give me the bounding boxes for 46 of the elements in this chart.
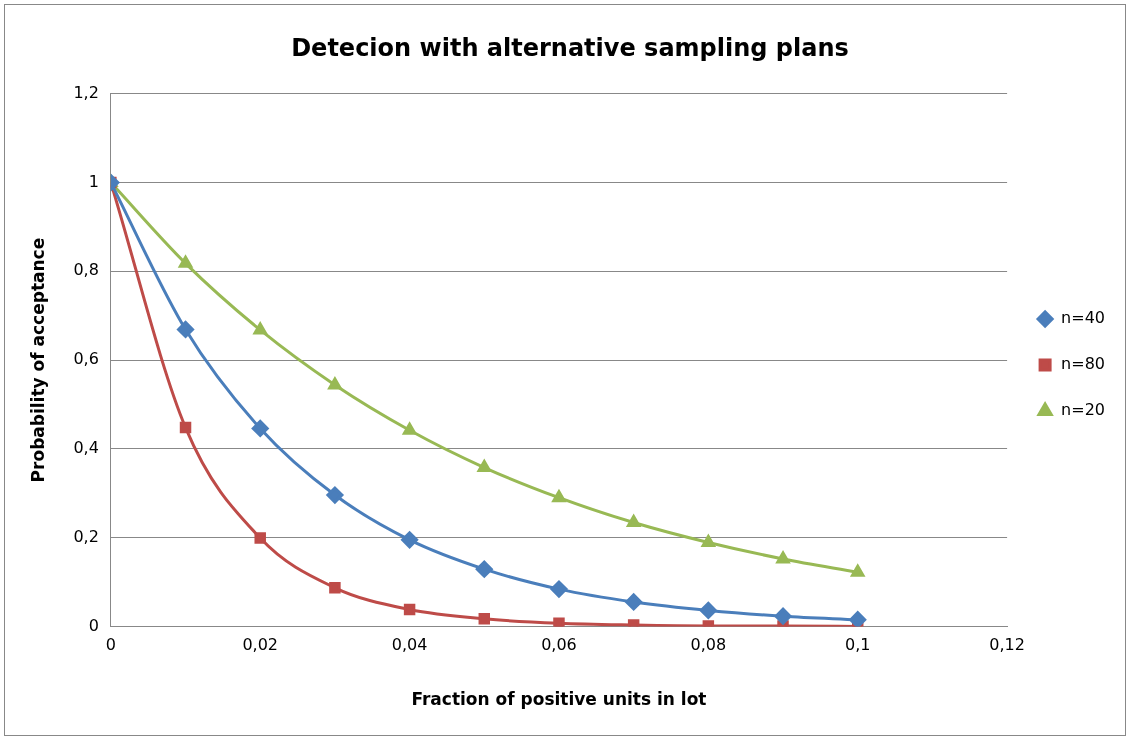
x-tick-label: 0 (105, 635, 116, 655)
point (776, 551, 790, 564)
point (701, 535, 716, 548)
y-tick-label: 0,8 (73, 260, 99, 280)
point (401, 531, 419, 549)
point (553, 617, 565, 627)
point (475, 560, 493, 578)
point (774, 607, 792, 625)
y-tick-label: 1,2 (73, 82, 99, 102)
point (251, 419, 269, 437)
x-tick-label: 0,08 (690, 635, 727, 655)
y-tick-label: 0 (88, 615, 99, 635)
point (849, 611, 867, 627)
y-tick-label: 0,4 (73, 438, 99, 458)
point (477, 460, 491, 473)
point (326, 486, 344, 504)
legend-label: n=40 (1061, 308, 1105, 328)
point (699, 601, 717, 619)
point (179, 421, 192, 434)
point (550, 580, 568, 598)
point (626, 515, 641, 528)
y-tick-label: 1 (88, 171, 99, 191)
point (625, 593, 643, 611)
point (178, 255, 193, 268)
point (329, 582, 341, 594)
y-axis-title: Probability of acceptance (27, 237, 48, 483)
point (851, 564, 865, 577)
x-tick-label: 0,1 (844, 635, 871, 655)
legend-label: n=20 (1061, 400, 1105, 420)
point (254, 532, 266, 544)
point (403, 603, 416, 616)
chart-title: Detecion with alternative sampling plans (291, 33, 849, 62)
point (478, 613, 491, 625)
point (328, 377, 342, 390)
legend-label: n=80 (1061, 354, 1105, 374)
y-tick-label: 0,2 (73, 526, 99, 546)
point (402, 422, 417, 435)
y-tick-label: 0,6 (73, 349, 99, 369)
point (253, 322, 267, 335)
x-axis-title: Fraction of positive units in lot (411, 689, 707, 710)
x-tick-label: 0,02 (242, 635, 279, 655)
x-tick-label: 0,04 (391, 635, 428, 655)
x-tick-label: 0,06 (541, 635, 577, 655)
point (552, 490, 566, 503)
point (177, 320, 195, 338)
x-tick-label: 0,12 (989, 635, 1025, 655)
